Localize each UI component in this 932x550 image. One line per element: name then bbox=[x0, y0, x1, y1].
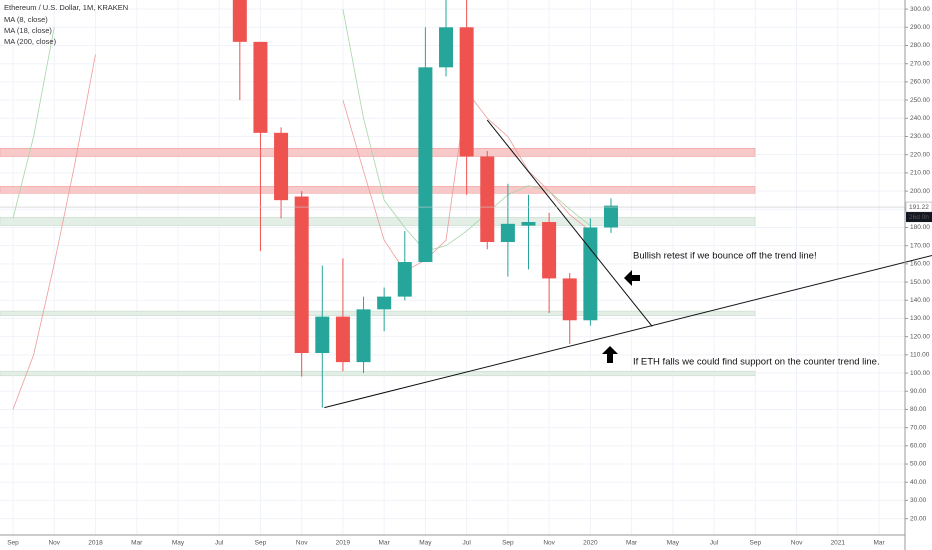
candle-body bbox=[377, 296, 392, 310]
candle-body bbox=[500, 223, 515, 243]
candle-body bbox=[480, 156, 495, 243]
y-tick-label: 100.00 bbox=[910, 370, 930, 377]
plot bbox=[0, 0, 932, 410]
y-tick-label: 290.00 bbox=[910, 24, 930, 31]
up-arrow bbox=[602, 346, 618, 363]
x-tick-label: Jul bbox=[215, 540, 224, 547]
candle-body bbox=[356, 309, 371, 363]
y-tick-label: 240.00 bbox=[910, 115, 930, 122]
y-tick-label: 220.00 bbox=[910, 151, 930, 158]
legend-entry: MA (18, close) bbox=[4, 26, 52, 35]
x-tick-label: Sep bbox=[502, 540, 514, 547]
annotation: If ETH falls we could find support on th… bbox=[633, 357, 880, 368]
candle-body bbox=[562, 278, 577, 321]
candle-body bbox=[274, 132, 289, 201]
x-tick-label: Jul bbox=[462, 540, 471, 547]
annotation: Bullish retest if we bounce off the tren… bbox=[633, 251, 817, 262]
chart-title: Ethereum / U.S. Dollar, 1M, KRAKEN bbox=[4, 3, 128, 12]
countdown-box bbox=[906, 212, 932, 223]
x-tick-label: May bbox=[667, 540, 680, 547]
countdown-label: 26d 0h bbox=[909, 214, 929, 221]
zone bbox=[0, 186, 756, 194]
x-tick-label: Nov bbox=[296, 540, 308, 547]
y-tick-label: 180.00 bbox=[910, 224, 930, 231]
y-tick-label: 20.00 bbox=[910, 515, 927, 522]
x-tick-label: 2019 bbox=[336, 540, 351, 547]
trend-line bbox=[486, 119, 653, 327]
candle-body bbox=[315, 316, 330, 354]
last-price-label: 191.22 bbox=[909, 204, 929, 211]
y-tick-label: 150.00 bbox=[910, 279, 930, 286]
candle-body bbox=[459, 27, 474, 157]
y-tick-label: 90.00 bbox=[910, 388, 927, 395]
y-tick-label: 270.00 bbox=[910, 60, 930, 67]
y-tick-label: 60.00 bbox=[910, 443, 927, 450]
y-tick-label: 300.00 bbox=[910, 6, 930, 13]
x-tick-label: Sep bbox=[255, 540, 267, 547]
x-tick-label: 2020 bbox=[583, 540, 598, 547]
x-tick-label: Nov bbox=[791, 540, 803, 547]
candle-body bbox=[232, 0, 247, 42]
y-tick-label: 50.00 bbox=[910, 461, 927, 468]
y-tick-label: 160.00 bbox=[910, 261, 930, 268]
candle-body bbox=[397, 262, 412, 297]
y-tick-label: 210.00 bbox=[910, 170, 930, 177]
candle-body bbox=[603, 205, 618, 228]
candle-body bbox=[418, 67, 433, 263]
candle-body bbox=[439, 27, 454, 68]
x-tick-label: Mar bbox=[379, 540, 391, 547]
zones bbox=[0, 148, 756, 377]
x-tick-label: Mar bbox=[131, 540, 143, 547]
y-tick-label: 170.00 bbox=[910, 242, 930, 249]
candle-body bbox=[335, 316, 350, 363]
x-tick-label: May bbox=[172, 540, 185, 547]
candle-body bbox=[583, 227, 598, 321]
trend-line bbox=[324, 254, 932, 409]
y-tick-label: 250.00 bbox=[910, 97, 930, 104]
candle-body bbox=[294, 196, 309, 354]
y-tick-label: 40.00 bbox=[910, 479, 927, 486]
y-tick-label: 120.00 bbox=[910, 333, 930, 340]
candle-body bbox=[521, 222, 536, 226]
y-tick-label: 280.00 bbox=[910, 42, 930, 49]
zone bbox=[0, 310, 756, 317]
y-tick-label: 130.00 bbox=[910, 315, 930, 322]
x-tick-label: Sep bbox=[750, 540, 762, 547]
x-tick-label: 2021 bbox=[831, 540, 846, 547]
x-tick-label: Mar bbox=[873, 540, 885, 547]
x-tick-label: May bbox=[419, 540, 432, 547]
x-tick-label: Jul bbox=[710, 540, 719, 547]
y-tick-label: 80.00 bbox=[910, 406, 927, 413]
y-tick-label: 200.00 bbox=[910, 188, 930, 195]
x-tick-label: Sep bbox=[7, 540, 19, 547]
ma-line bbox=[12, 9, 591, 252]
y-tick-label: 230.00 bbox=[910, 133, 930, 140]
y-tick-label: 260.00 bbox=[910, 79, 930, 86]
y-tick-label: 30.00 bbox=[910, 497, 927, 504]
legend-entry: MA (200, close) bbox=[4, 37, 57, 46]
x-tick-label: Nov bbox=[48, 540, 60, 547]
zone bbox=[0, 148, 756, 157]
zone bbox=[0, 370, 756, 377]
axes: 20.00 30.00 40.00 50.00 60.00 70.00 80.00 90.00… bbox=[4, 6, 932, 547]
x-tick-label: Mar bbox=[626, 540, 638, 547]
x-tick-label: Nov bbox=[543, 540, 555, 547]
y-tick-label: 140.00 bbox=[910, 297, 930, 304]
left-arrow bbox=[624, 270, 640, 286]
legend-entry: MA (8, close) bbox=[4, 15, 48, 24]
y-tick-label: 110.00 bbox=[910, 352, 930, 359]
candle-body bbox=[253, 41, 268, 133]
x-tick-label: 2018 bbox=[88, 540, 103, 547]
y-tick-label: 70.00 bbox=[910, 424, 927, 431]
candle-body bbox=[542, 222, 557, 279]
